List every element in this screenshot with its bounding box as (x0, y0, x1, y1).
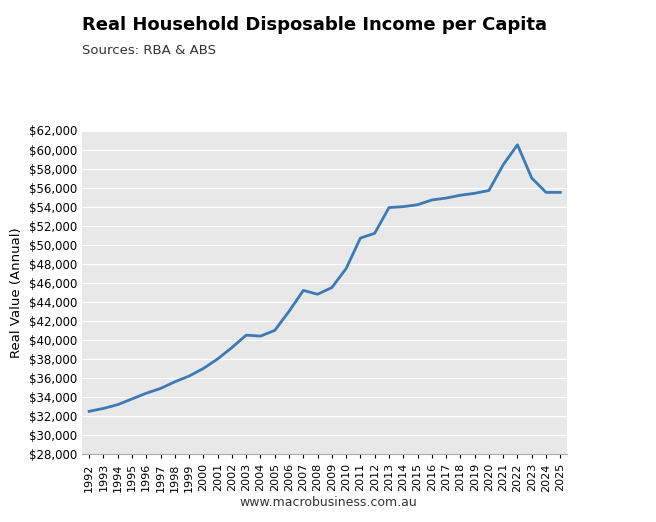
Text: Sources: RBA & ABS: Sources: RBA & ABS (82, 44, 216, 57)
Text: MACRO: MACRO (554, 17, 611, 31)
Text: www.macrobusiness.com.au: www.macrobusiness.com.au (239, 496, 417, 509)
Text: BUSINESS: BUSINESS (551, 41, 613, 51)
Text: Real Household Disposable Income per Capita: Real Household Disposable Income per Cap… (82, 16, 547, 33)
Y-axis label: Real Value (Annual): Real Value (Annual) (10, 227, 23, 358)
